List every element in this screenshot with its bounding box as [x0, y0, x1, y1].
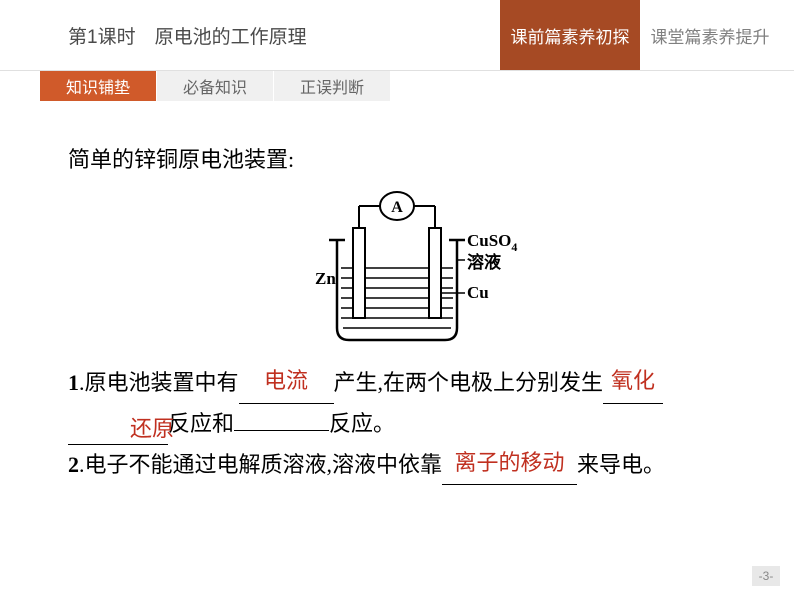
- point1-mid1: 产生,在两个电极上分别发生: [334, 370, 604, 395]
- point1-line2-pre: 还原反应: [168, 411, 212, 436]
- sub-tabs: 知识铺垫 必备知识 正误判断: [40, 71, 794, 101]
- blank-reduction: [234, 430, 329, 431]
- section-title: 简单的锌铜原电池装置:: [68, 141, 726, 178]
- subtab-judge[interactable]: 正误判断: [274, 71, 390, 101]
- point-1: 1.原电池装置中有电流产生,在两个电极上分别发生氧化 还原反应和 反应。: [68, 363, 726, 444]
- point2-num: 2: [68, 452, 79, 477]
- tab-inclass[interactable]: 课堂篇素养提升: [640, 0, 780, 70]
- point2-pre: .电子不能通过电解质溶液,溶液中依靠: [79, 452, 442, 477]
- svg-text:Cu: Cu: [467, 283, 489, 302]
- tab-preclass[interactable]: 课前篇素养初探: [500, 0, 640, 70]
- svg-text:Zn: Zn: [315, 269, 336, 288]
- point1-line2-post: 反应。: [329, 411, 395, 436]
- page-number: -3-: [752, 566, 780, 586]
- blank-oxidation: 氧化: [603, 363, 663, 404]
- header-tabs: 课前篇素养初探 课堂篇素养提升: [500, 0, 780, 70]
- content-area: 简单的锌铜原电池装置: A: [0, 101, 794, 485]
- subtab-essential[interactable]: 必备知识: [157, 71, 273, 101]
- subtab-foundation[interactable]: 知识铺垫: [40, 71, 156, 101]
- lesson-title: 第1课时 原电池的工作原理: [68, 22, 307, 49]
- svg-text:CuSO4: CuSO4: [467, 231, 517, 254]
- blank-current: 电流: [239, 363, 334, 404]
- svg-text:溶液: 溶液: [467, 252, 501, 272]
- point1-pre: .原电池装置中有: [79, 370, 239, 395]
- header: 第1课时 原电池的工作原理 课前篇素养初探 课堂篇素养提升: [0, 0, 794, 70]
- point-2: 2.电子不能通过电解质溶液,溶液中依靠离子的移动来导电。: [68, 445, 726, 486]
- battery-diagram: A: [68, 188, 726, 348]
- point2-post: 来导电。: [577, 452, 665, 477]
- blank-ion-movement: 离子的移动: [442, 445, 577, 486]
- point1-num: 1: [68, 370, 79, 395]
- diagram-svg: A: [267, 188, 527, 348]
- point1-line2-mid: 和: [212, 411, 234, 436]
- svg-text:A: A: [391, 199, 403, 216]
